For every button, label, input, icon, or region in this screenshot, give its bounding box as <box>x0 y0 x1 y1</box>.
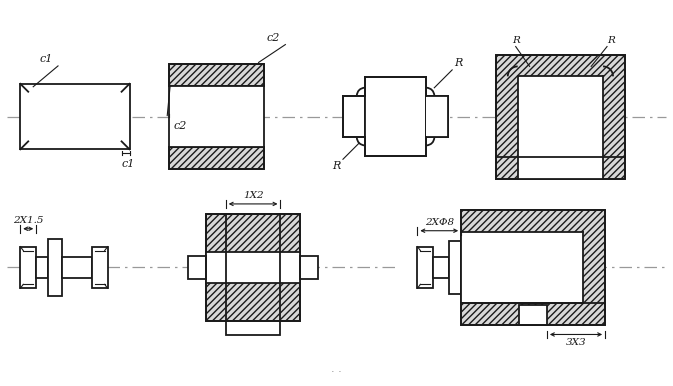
Text: c2: c2 <box>267 32 280 42</box>
Polygon shape <box>343 96 365 137</box>
Polygon shape <box>226 321 281 335</box>
Polygon shape <box>48 239 62 296</box>
Polygon shape <box>188 256 206 279</box>
Polygon shape <box>20 247 36 288</box>
Polygon shape <box>206 214 300 321</box>
Text: c1: c1 <box>40 54 52 64</box>
Text: 2XΦ8: 2XΦ8 <box>425 218 454 227</box>
Polygon shape <box>169 86 264 147</box>
Polygon shape <box>62 257 92 278</box>
Text: c2: c2 <box>173 120 186 130</box>
Polygon shape <box>519 305 547 325</box>
Polygon shape <box>92 247 108 288</box>
Polygon shape <box>20 84 129 149</box>
Polygon shape <box>461 210 605 325</box>
Polygon shape <box>365 77 427 156</box>
Text: R: R <box>511 36 520 44</box>
Text: R: R <box>454 58 462 68</box>
Polygon shape <box>461 232 583 303</box>
Text: . .: . . <box>330 364 341 374</box>
Polygon shape <box>206 252 300 283</box>
Polygon shape <box>169 147 264 169</box>
Polygon shape <box>433 257 449 278</box>
Text: R: R <box>607 36 615 44</box>
Polygon shape <box>449 240 461 294</box>
Polygon shape <box>518 76 603 179</box>
Text: c1: c1 <box>122 159 135 169</box>
Polygon shape <box>427 96 448 137</box>
Polygon shape <box>417 247 433 288</box>
Polygon shape <box>300 256 318 279</box>
Polygon shape <box>496 54 625 179</box>
Polygon shape <box>427 96 448 137</box>
Text: 1X2: 1X2 <box>243 191 263 200</box>
Text: R: R <box>332 161 341 171</box>
Polygon shape <box>36 257 48 278</box>
Text: 2X1.5: 2X1.5 <box>13 216 44 225</box>
Text: 3X3: 3X3 <box>566 339 586 347</box>
Polygon shape <box>169 64 264 86</box>
